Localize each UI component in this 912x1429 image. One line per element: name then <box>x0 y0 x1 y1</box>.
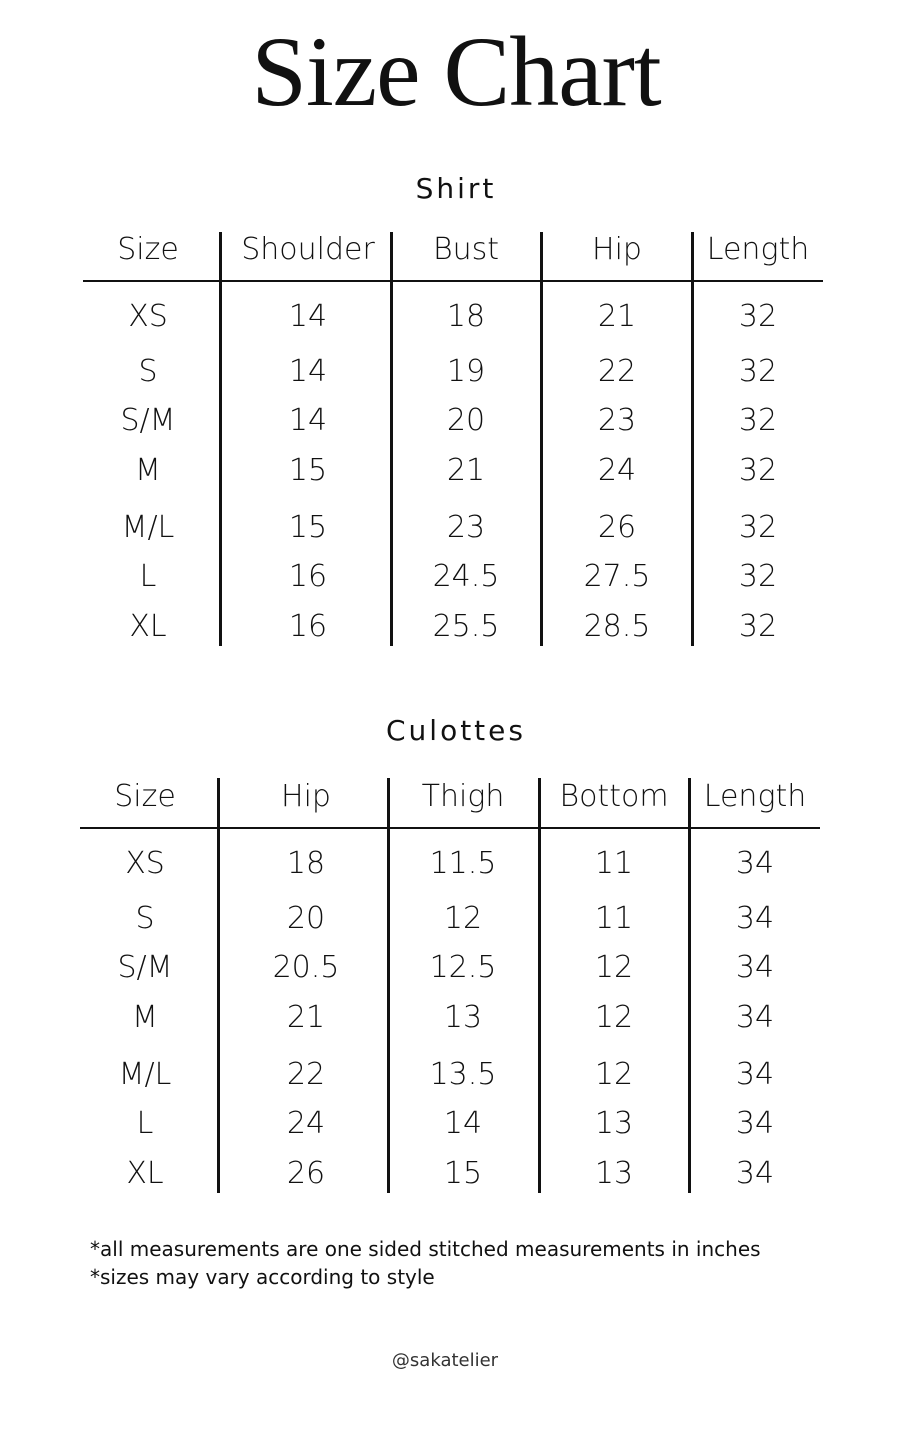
culottes-header-divider <box>80 827 820 829</box>
culottes-table-title: Culottes <box>386 714 526 747</box>
shirt-column-divider <box>540 232 543 646</box>
shirt-table-cell: 15 <box>288 510 328 545</box>
shirt-table-cell: 28.5 <box>583 609 651 644</box>
shirt-table-cell: 22 <box>597 354 637 389</box>
shirt-table-cell: 21 <box>597 299 637 334</box>
shirt-table-cell: M <box>135 453 161 488</box>
culottes-table-cell: XL <box>126 1156 164 1191</box>
shirt-table-cell: 32 <box>738 510 778 545</box>
shirt-table-cell: 32 <box>738 609 778 644</box>
culottes-header-cell: Thigh <box>421 779 505 814</box>
social-handle: @sakatelier <box>391 1350 499 1371</box>
culottes-table-cell: 34 <box>735 1156 775 1191</box>
culottes-table-cell: 11 <box>594 846 634 881</box>
culottes-table-cell: 11.5 <box>429 846 497 881</box>
culottes-column-divider <box>538 778 541 1193</box>
shirt-table-cell: 23 <box>446 510 486 545</box>
culottes-table-cell: 12 <box>594 1057 634 1092</box>
shirt-table-cell: XS <box>128 299 168 334</box>
shirt-table-cell: 26 <box>597 510 637 545</box>
shirt-table-cell: M/L <box>121 510 175 545</box>
culottes-table-cell: 34 <box>735 950 775 985</box>
culottes-table-cell: 12 <box>443 901 483 936</box>
culottes-table-cell: 15 <box>443 1156 483 1191</box>
culottes-column-divider <box>688 778 691 1193</box>
shirt-table-cell: 16 <box>288 609 328 644</box>
shirt-table-cell: 21 <box>446 453 486 488</box>
culottes-table-cell: S/M <box>117 950 173 985</box>
shirt-header-cell: Shoulder <box>241 232 375 267</box>
culottes-table-cell: XS <box>125 846 165 881</box>
culottes-table-cell: 12.5 <box>429 950 497 985</box>
shirt-table-cell: 25.5 <box>432 609 500 644</box>
shirt-table-cell: 16 <box>288 559 328 594</box>
culottes-column-divider <box>387 778 390 1193</box>
culottes-table-cell: 14 <box>443 1106 483 1141</box>
culottes-table-cell: L <box>136 1106 154 1141</box>
shirt-header-cell: Size <box>117 232 179 267</box>
culottes-table-cell: 34 <box>735 1000 775 1035</box>
culottes-header-cell: Bottom <box>559 779 669 814</box>
footnote-sizes: *sizes may vary according to style <box>90 1265 435 1289</box>
shirt-table-cell: S/M <box>120 403 176 438</box>
culottes-table-cell: 21 <box>286 1000 326 1035</box>
shirt-header-cell: Bust <box>432 232 500 267</box>
culottes-table-cell: 26 <box>286 1156 326 1191</box>
shirt-table-title: Shirt <box>415 172 497 205</box>
culottes-table-cell: 12 <box>594 1000 634 1035</box>
culottes-table-cell: S <box>135 901 155 936</box>
shirt-table-cell: 20 <box>446 403 486 438</box>
shirt-table-cell: 32 <box>738 453 778 488</box>
culottes-header-cell: Hip <box>281 779 331 814</box>
culottes-table-cell: 13 <box>443 1000 483 1035</box>
shirt-table-cell: 24 <box>597 453 637 488</box>
shirt-table-cell: S <box>138 354 158 389</box>
page-title: Size Chart <box>251 16 661 127</box>
shirt-table-cell: 15 <box>288 453 328 488</box>
shirt-table-cell: 32 <box>738 403 778 438</box>
culottes-table-cell: M <box>132 1000 158 1035</box>
footnote-measurements: *all measurements are one sided stitched… <box>90 1237 761 1261</box>
culottes-table-cell: 13 <box>594 1156 634 1191</box>
culottes-table-cell: 18 <box>286 846 326 881</box>
shirt-header-divider <box>83 280 823 282</box>
shirt-table-cell: 14 <box>288 299 328 334</box>
shirt-table-cell: 32 <box>738 299 778 334</box>
culottes-table-cell: 20 <box>286 901 326 936</box>
shirt-table-cell: 32 <box>738 559 778 594</box>
shirt-column-divider <box>390 232 393 646</box>
shirt-table-cell: 23 <box>597 403 637 438</box>
culottes-table-cell: 12 <box>594 950 634 985</box>
shirt-table-cell: 18 <box>446 299 486 334</box>
culottes-table-cell: 22 <box>286 1057 326 1092</box>
shirt-table-cell: 27.5 <box>583 559 651 594</box>
culottes-table-cell: 34 <box>735 1106 775 1141</box>
shirt-column-divider <box>219 232 222 646</box>
culottes-table-cell: 13.5 <box>429 1057 497 1092</box>
culottes-table-cell: 34 <box>735 901 775 936</box>
shirt-table-cell: 19 <box>446 354 486 389</box>
culottes-table-cell: 11 <box>594 901 634 936</box>
culottes-header-cell: Size <box>114 779 176 814</box>
shirt-table-cell: L <box>139 559 157 594</box>
culottes-table-cell: 20.5 <box>272 950 340 985</box>
shirt-header-cell: Hip <box>592 232 642 267</box>
shirt-table-cell: 24.5 <box>432 559 500 594</box>
culottes-table-cell: 24 <box>286 1106 326 1141</box>
culottes-table-cell: 34 <box>735 1057 775 1092</box>
culottes-header-cell: Length <box>703 779 807 814</box>
culottes-table-cell: M/L <box>118 1057 172 1092</box>
culottes-column-divider <box>217 778 220 1193</box>
culottes-table-cell: 34 <box>735 846 775 881</box>
shirt-table-cell: 32 <box>738 354 778 389</box>
shirt-column-divider <box>691 232 694 646</box>
shirt-table-cell: XL <box>129 609 167 644</box>
shirt-table-cell: 14 <box>288 403 328 438</box>
culottes-table-cell: 13 <box>594 1106 634 1141</box>
shirt-header-cell: Length <box>706 232 810 267</box>
shirt-table-cell: 14 <box>288 354 328 389</box>
